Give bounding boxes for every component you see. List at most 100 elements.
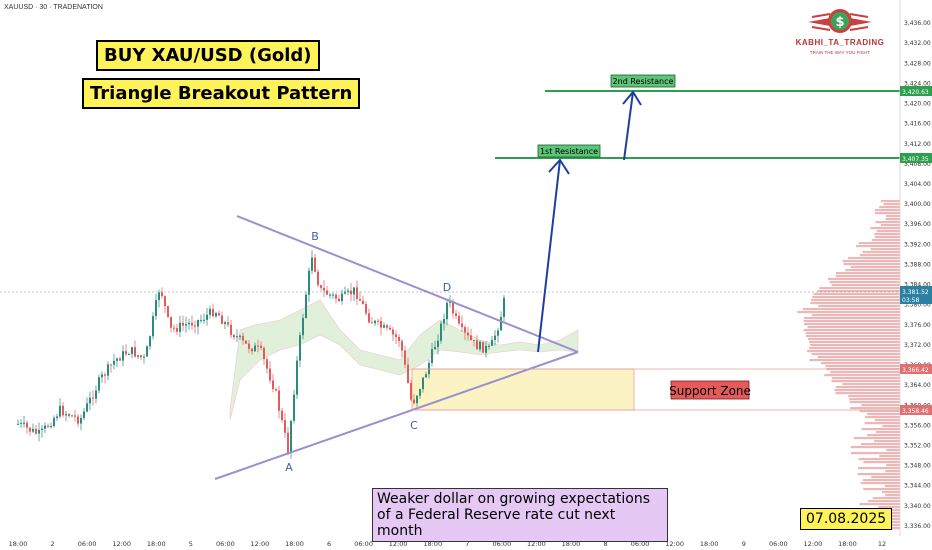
volume-profile-bar [871, 239, 900, 242]
candle-body [296, 360, 298, 395]
volume-profile-bar [848, 395, 900, 398]
x-tick-label: 12:00 [251, 540, 270, 548]
time-axis[interactable]: 18:00 2 06:00 12:00 18:00 5 06:00 12:00 18:00 6 06… [0, 536, 932, 550]
volume-profile-bar [849, 401, 900, 404]
candle-body [329, 294, 331, 296]
volume-profile-bar [859, 254, 900, 257]
volume-profile-bar [866, 413, 900, 416]
candle-body [338, 298, 340, 302]
candle-body [83, 411, 85, 418]
candle-body [305, 294, 307, 318]
price-label-bg [900, 405, 932, 415]
support-label-box [670, 380, 750, 400]
candle-body [143, 356, 145, 358]
volume-profile-bar [809, 341, 900, 344]
candle-body [374, 320, 376, 324]
chart-subtitle: Triangle Breakout Pattern [82, 78, 361, 109]
candle-body [221, 315, 223, 324]
volume-profile [797, 200, 900, 530]
volume-profile-bar [849, 398, 900, 401]
y-tick-label: 3,344.00 [904, 483, 931, 490]
x-tick-label: 5 [189, 540, 193, 548]
volume-profile-bar [874, 209, 900, 212]
candle-body [197, 320, 199, 327]
candle-body [419, 389, 421, 396]
y-tick-label: 3,348.00 [904, 463, 931, 470]
candle-body [125, 351, 127, 355]
price-label-bg [900, 294, 932, 304]
volume-profile-bar [863, 461, 900, 464]
candle-body [473, 339, 475, 341]
candle-body [317, 271, 319, 286]
volume-profile-bar [827, 278, 900, 281]
volume-profile-bar [883, 203, 900, 206]
volume-profile-bar [874, 236, 900, 239]
candle-body [434, 347, 436, 350]
candle-body [209, 308, 211, 315]
volume-profile-bar [885, 494, 900, 497]
candle-body [392, 329, 394, 335]
volume-profile-bar [871, 476, 900, 479]
candle-body [158, 292, 160, 301]
volume-profile-bar [875, 212, 900, 215]
candle-body [80, 417, 82, 424]
volume-profile-bar [862, 251, 900, 254]
volume-profile-bar [861, 428, 900, 431]
y-tick-label: 3,336.00 [904, 523, 931, 530]
volume-profile-bar [830, 371, 900, 374]
volume-profile-bar [850, 266, 900, 269]
candle-body [353, 287, 355, 295]
volume-profile-bar [862, 479, 900, 482]
candle-body [170, 316, 172, 328]
x-tick-label: 18:00 [147, 540, 166, 548]
candle-body [269, 368, 271, 381]
candle-body [218, 313, 220, 316]
volume-profile-bar [807, 338, 900, 341]
candle-body [62, 405, 64, 416]
volume-profile-bar [879, 206, 900, 209]
candle-body [443, 319, 445, 324]
volume-profile-bar [811, 353, 900, 356]
y-tick-label: 3,364.00 [904, 382, 931, 389]
candle-body [503, 297, 505, 317]
candle-body [383, 325, 385, 328]
x-tick-label: 2 [50, 540, 54, 548]
candle-body [464, 327, 466, 333]
price-axis[interactable]: 3,436.00 3,432.00 3,428.00 3,424.00 3,420.00… [904, 20, 931, 530]
candle-body [50, 426, 52, 428]
volume-profile-bar [875, 221, 900, 224]
y-tick-label: 3,384.00 [904, 282, 931, 289]
candle-body [275, 389, 277, 391]
candle-body [491, 339, 493, 346]
volume-profile-bar [858, 467, 900, 470]
candle-body [203, 319, 205, 321]
candle-body [287, 432, 289, 453]
candle-body [92, 397, 94, 399]
candle-body [398, 336, 400, 342]
volume-profile-bar [882, 425, 900, 428]
volume-profile-bar [829, 281, 900, 284]
x-tick-label: 7 [465, 540, 469, 548]
candle-body [227, 322, 229, 325]
candle-body [341, 293, 343, 302]
candle-body [485, 345, 487, 353]
volume-profile-bar [803, 329, 900, 332]
candle-body [47, 425, 49, 427]
volume-profile-bar [806, 335, 900, 338]
candle-body [182, 322, 184, 326]
candle-body [68, 414, 70, 417]
candle-body [350, 290, 352, 295]
volume-profile-bar [842, 260, 900, 263]
candle-body [206, 314, 208, 320]
x-tick-label: 12:00 [527, 540, 546, 548]
candle-body [332, 294, 334, 296]
support-zone [411, 368, 635, 411]
candle-body [191, 322, 193, 326]
candle-body [422, 377, 424, 390]
volume-profile-bar [886, 449, 900, 452]
candle-body [320, 285, 322, 288]
volume-profile-bar [884, 485, 900, 488]
candle-body [200, 319, 202, 321]
candle-body [77, 416, 79, 424]
